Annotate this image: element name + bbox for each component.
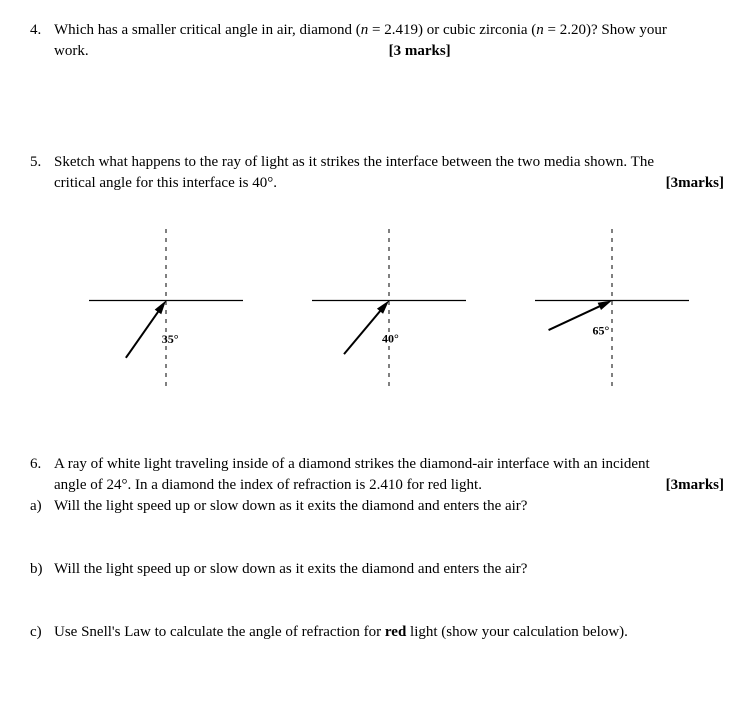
q5-number: 5. [30, 152, 54, 173]
q5-diagrams: 35° 40° 65° [54, 224, 724, 394]
ray-diagram-2: 40° [304, 224, 474, 394]
angle-label: 35° [161, 332, 178, 346]
q6-line1: A ray of white light traveling inside of… [54, 454, 724, 475]
q4-line2: work. [3 marks] [54, 41, 724, 62]
q4-marks: [3 marks] [389, 41, 451, 62]
question-4: 4. Which has a smaller critical angle in… [30, 20, 724, 62]
q6-a-text: Will the light speed up or slow down as … [54, 496, 527, 517]
q5-body: Sketch what happens to the ray of light … [54, 152, 724, 404]
q6-line2-wrap: angle of 24°. In a diamond the index of … [54, 475, 724, 496]
q5-row: 5. Sketch what happens to the ray of lig… [30, 152, 724, 404]
q6-marks: [3marks] [666, 475, 724, 496]
angle-label: 40° [382, 331, 399, 345]
ray-arrowhead-icon [154, 301, 165, 315]
q5-marks: [3marks] [666, 173, 724, 194]
q4-line1: Which has a smaller critical angle in ai… [54, 20, 724, 41]
q5-line2: critical angle for this interface is 40°… [54, 173, 724, 194]
ray-diagram-3: 65° [527, 224, 697, 394]
q6-c: c) Use Snell's Law to calculate the angl… [30, 622, 724, 643]
q6-number: 6. [30, 454, 54, 475]
q4-row: 4. Which has a smaller critical angle in… [30, 20, 724, 62]
q4-number: 4. [30, 20, 54, 41]
question-6: 6. A ray of white light traveling inside… [30, 454, 724, 643]
q6-b-text: Will the light speed up or slow down as … [54, 559, 527, 580]
incident-ray [344, 305, 385, 354]
q6-c-post: light (show your calculation below). [406, 624, 628, 640]
q6-head: 6. A ray of white light traveling inside… [30, 454, 724, 496]
q5-line1: Sketch what happens to the ray of light … [54, 152, 724, 173]
ray-diagram-1: 35° [81, 224, 251, 394]
q4-text1: Which has a smaller critical angle in ai… [54, 22, 361, 38]
q6-b-label: b) [30, 559, 54, 580]
q6-c-label: c) [30, 622, 54, 643]
q6-text: A ray of white light traveling inside of… [54, 454, 724, 496]
q4-spacer [89, 41, 389, 62]
q6-a: a) Will the light speed up or slow down … [30, 496, 724, 517]
ray-arrowhead-icon [598, 301, 612, 311]
q6-c-red: red [385, 624, 406, 640]
q6-b: b) Will the light speed up or slow down … [30, 559, 724, 580]
incident-ray [126, 305, 163, 357]
q4-val2: = 2.20)? Show your [544, 22, 667, 38]
q4-work: work. [54, 41, 89, 62]
q4-val1: = 2.419) or cubic zirconia ( [368, 22, 536, 38]
q4-n2: n [536, 22, 544, 38]
q4-body: Which has a smaller critical angle in ai… [54, 20, 724, 62]
question-5: 5. Sketch what happens to the ray of lig… [30, 152, 724, 404]
angle-label: 65° [593, 324, 610, 338]
q6-c-pre: Use Snell's Law to calculate the angle o… [54, 624, 385, 640]
q6-c-text: Use Snell's Law to calculate the angle o… [54, 622, 628, 643]
q6-line2: angle of 24°. In a diamond the index of … [54, 477, 482, 493]
q5-text2: critical angle for this interface is 40°… [54, 175, 277, 191]
q6-a-label: a) [30, 496, 54, 517]
